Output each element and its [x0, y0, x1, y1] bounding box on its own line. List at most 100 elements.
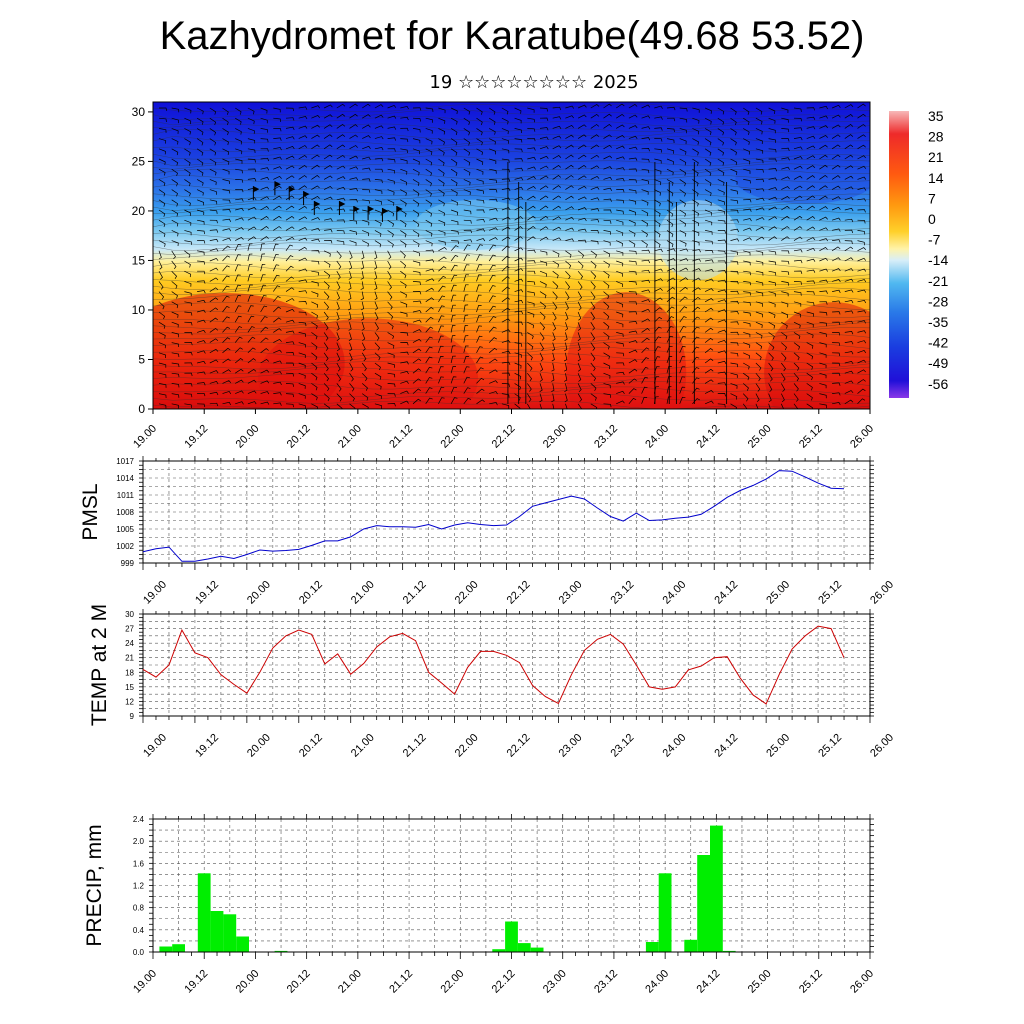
wind-barb	[450, 376, 457, 384]
y-tick-label: 1.2	[133, 882, 145, 891]
wind-barb	[260, 369, 270, 374]
wind-barb	[438, 345, 444, 353]
wind-barb	[743, 199, 752, 203]
x-tick-label: 26.00	[848, 968, 876, 996]
wind-barb	[616, 167, 625, 171]
wind-barb	[336, 311, 340, 321]
wind-barb	[197, 230, 205, 235]
y-tick-label: 1008	[116, 508, 134, 517]
wind-barb	[209, 138, 217, 146]
wind-barb	[743, 342, 751, 348]
wind-barb	[425, 179, 432, 187]
wind-barb	[222, 245, 231, 252]
x-tick-label: 24.12	[695, 423, 723, 451]
wind-barb	[616, 145, 625, 150]
wind-barb	[311, 238, 320, 242]
wind-barb	[196, 148, 204, 156]
wind-barb	[641, 289, 651, 293]
wind-barb	[844, 331, 854, 335]
wind-barb	[679, 296, 688, 303]
wind-barb	[692, 128, 700, 135]
wind-barb	[539, 281, 547, 288]
contour-line	[153, 366, 870, 378]
wind-barb	[463, 264, 470, 272]
wind-barb	[463, 274, 469, 282]
wind-barb	[806, 342, 814, 349]
wind-barb	[857, 388, 866, 394]
wind-barb	[590, 322, 595, 331]
wind-barb	[514, 383, 522, 391]
wind-barb	[527, 352, 533, 361]
wind-barb	[654, 316, 663, 323]
wind-barb	[438, 356, 444, 364]
wind-pennant	[339, 201, 346, 208]
wind-barb	[563, 362, 568, 372]
wind-barb	[234, 347, 243, 354]
wind-barb	[476, 304, 482, 313]
wind-barb	[730, 179, 738, 185]
wind-barb	[184, 107, 192, 114]
wind-barb	[412, 128, 421, 133]
wind-barb	[349, 134, 358, 139]
wind-barb	[336, 332, 340, 341]
contour-line	[153, 254, 870, 266]
wind-barb	[539, 291, 547, 299]
wind-barb	[781, 215, 790, 221]
colorbar-label: 7	[928, 190, 936, 206]
wind-barb	[400, 311, 408, 317]
wind-barb	[476, 367, 484, 374]
wind-barb	[806, 195, 816, 201]
wind-barb	[425, 397, 433, 405]
wind-barb	[336, 403, 343, 409]
wind-barb	[412, 199, 420, 207]
wind-barb	[273, 338, 282, 343]
wind-barb	[628, 230, 636, 237]
wind-barb	[260, 148, 269, 152]
wind-barb	[323, 383, 330, 392]
wind-barb	[616, 156, 625, 160]
wind-barb	[641, 240, 648, 248]
wind-barb	[628, 135, 638, 139]
wind-barb	[552, 145, 562, 150]
wind-barb	[197, 250, 205, 256]
wind-barb	[730, 270, 739, 275]
wind-barb	[285, 372, 295, 377]
wind-barb	[603, 144, 612, 150]
wind-barb	[743, 138, 750, 145]
wind-barb	[641, 269, 651, 274]
wind-barb	[400, 321, 408, 327]
wind-barb	[222, 237, 232, 241]
wind-barb	[209, 168, 217, 176]
wind-barb	[349, 219, 358, 225]
wind-barb	[260, 117, 268, 124]
wind-barb	[222, 168, 230, 175]
x-tick-label: 25.00	[764, 579, 792, 607]
wind-barb	[273, 195, 282, 201]
wind-barb	[196, 189, 204, 196]
wind-barb	[336, 176, 346, 180]
wind-barb	[209, 317, 219, 323]
wind-barb	[476, 199, 485, 204]
wind-barb	[285, 155, 295, 160]
wind-barb	[857, 349, 867, 354]
wind-barb	[755, 168, 764, 173]
wind-barb	[527, 205, 536, 211]
wind-barb	[374, 342, 381, 351]
wind-barb	[616, 362, 625, 366]
wind-barb	[222, 305, 230, 313]
wind-barb	[527, 393, 532, 402]
wind-barb	[692, 107, 700, 113]
wind-barb	[730, 209, 739, 214]
wind-barb	[463, 294, 469, 302]
wind-barb	[298, 362, 306, 369]
wind-barb	[844, 310, 854, 314]
wind-barb	[476, 254, 483, 262]
wind-barb	[374, 179, 383, 184]
y-axis-title: TEMP at 2 M	[88, 604, 111, 726]
wind-barb	[273, 156, 282, 160]
wind-barb	[577, 114, 587, 119]
wind-barb	[184, 352, 193, 356]
wind-barb	[285, 136, 295, 140]
